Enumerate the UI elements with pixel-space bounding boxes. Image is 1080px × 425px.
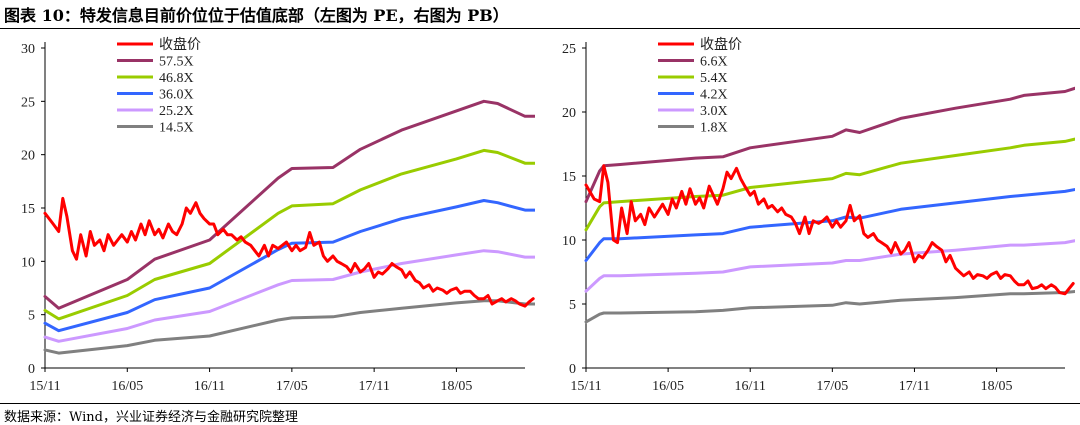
band-line: [43, 299, 535, 355]
x-tick-label: 16/11: [194, 379, 225, 390]
y-tick-label: 0: [28, 362, 35, 377]
band-line: [584, 86, 1075, 204]
y-tick-label: 30: [21, 42, 35, 57]
y-tick-label: 0: [569, 362, 576, 377]
legend-label: 14.5X: [159, 121, 194, 136]
x-tick-label: 16/11: [735, 379, 766, 390]
title-rule: [0, 28, 1080, 29]
band-line: [43, 199, 535, 333]
pb-band-chart: 0 5 10 15 20 25 15/11 16/05 16/11 17/05 17/11 18/05…: [562, 36, 1075, 390]
y-tick-label: 15: [562, 170, 576, 185]
band-line: [584, 239, 1075, 293]
y-tick-label: 15: [21, 202, 35, 217]
y-tick-label: 5: [569, 298, 576, 313]
x-tick-label: 17/05: [816, 379, 848, 390]
legend-label: 57.5X: [159, 55, 194, 70]
legend-label: 收盘价: [159, 36, 201, 53]
data-source: 数据来源：Wind，兴业证券经济与金融研究院整理: [4, 410, 298, 425]
x-tick-label: 17/05: [276, 379, 308, 390]
y-tick-label: 10: [21, 255, 35, 270]
y-tick-label: 25: [562, 42, 576, 57]
band-line: [584, 290, 1075, 324]
x-tick-label: 16/05: [652, 379, 684, 390]
legend-label: 收盘价: [700, 36, 742, 53]
pe-band-chart: 0 5 10 15 20 25 30 15/11 16/05 16/11 17/05 17/11 18/…: [21, 36, 535, 390]
legend-label: 1.8X: [700, 121, 728, 136]
price-line: [584, 164, 1075, 296]
legend-label: 25.2X: [159, 104, 194, 119]
x-tick-label: 18/05: [440, 379, 472, 390]
band-line: [43, 148, 535, 321]
source-rule: [0, 403, 1080, 404]
price-line: [43, 196, 535, 308]
x-tick-label: 17/11: [899, 379, 930, 390]
legend-label: 4.2X: [700, 88, 728, 103]
legend-label: 36.0X: [159, 88, 194, 103]
legend-label: 3.0X: [700, 104, 728, 119]
legend-label: 5.4X: [700, 71, 728, 86]
x-tick-label: 15/11: [570, 379, 601, 390]
legend-label: 46.8X: [159, 71, 194, 86]
x-tick-label: 18/05: [981, 379, 1013, 390]
y-tick-label: 20: [562, 106, 576, 121]
figure-title: 图表 10：特发信息目前价位位于估值底部（左图为 PE，右图为 PB）: [4, 6, 509, 25]
x-tick-label: 15/11: [29, 379, 60, 390]
band-line: [584, 137, 1075, 232]
band-line: [43, 99, 535, 310]
x-tick-label: 17/11: [358, 379, 389, 390]
y-tick-label: 20: [21, 149, 35, 164]
y-tick-label: 10: [562, 234, 576, 249]
y-tick-label: 25: [21, 95, 35, 110]
band-line: [43, 249, 535, 343]
x-tick-label: 16/05: [111, 379, 143, 390]
legend-label: 6.6X: [700, 55, 728, 70]
y-tick-label: 5: [28, 309, 35, 324]
